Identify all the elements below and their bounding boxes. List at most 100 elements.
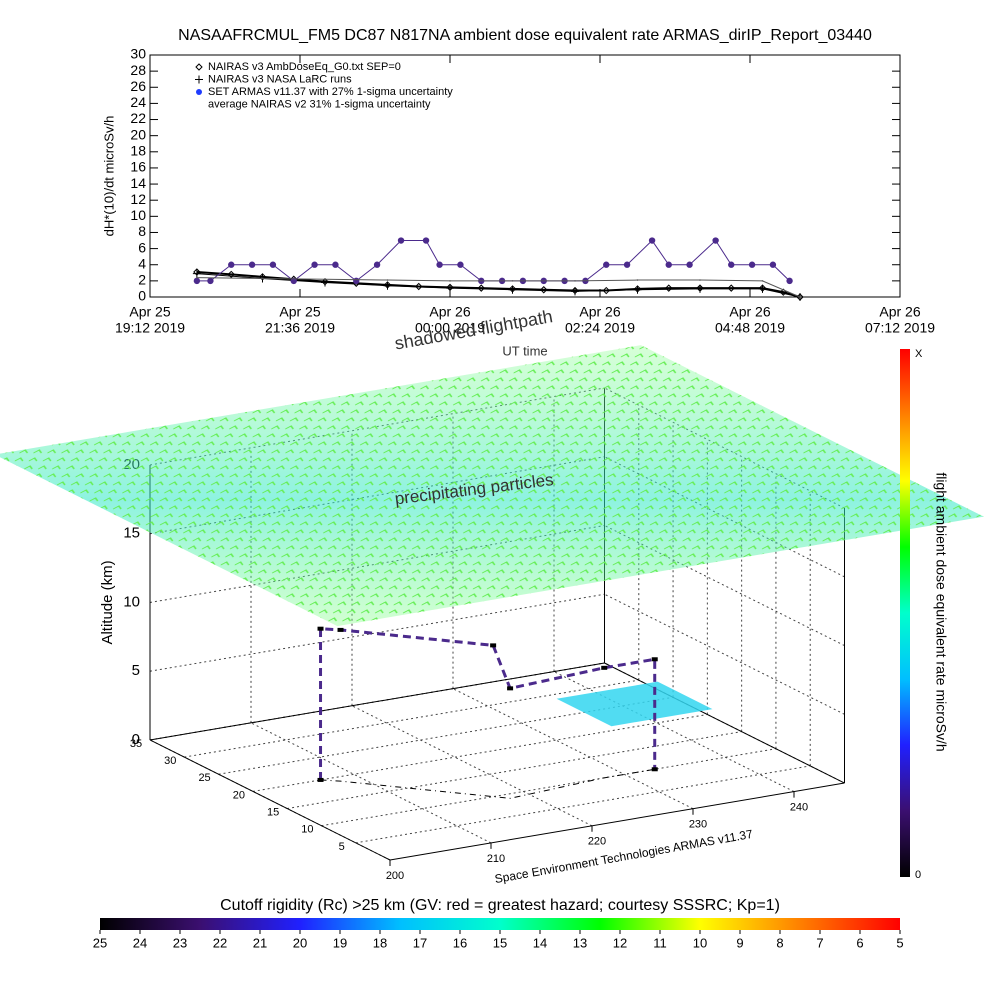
data-point bbox=[665, 261, 672, 268]
colorbar bbox=[100, 918, 900, 930]
colorbar-tick-label: 21 bbox=[253, 935, 267, 950]
x-tick-label: Apr 26 bbox=[579, 304, 620, 320]
data-point bbox=[446, 283, 454, 292]
data-point bbox=[648, 237, 656, 244]
x-tick-label: 220 bbox=[588, 836, 606, 848]
colorbar-label: flight ambient dose equivalent rate micr… bbox=[933, 472, 949, 751]
colorbar-tick-label: 6 bbox=[856, 935, 863, 950]
data-point bbox=[761, 280, 764, 282]
data-point bbox=[386, 279, 389, 281]
colorbar-tick-label: 25 bbox=[93, 935, 107, 950]
data-point bbox=[508, 285, 517, 293]
y-tick-label: 30 bbox=[130, 46, 146, 62]
x-tick-label: 210 bbox=[487, 853, 505, 865]
flightpath bbox=[319, 627, 657, 780]
data-point bbox=[786, 277, 793, 285]
data-point bbox=[446, 284, 454, 293]
data-point bbox=[636, 279, 639, 281]
data-point bbox=[422, 237, 430, 244]
data-point bbox=[696, 284, 704, 293]
colorbar-tick-label: 13 bbox=[573, 935, 587, 950]
x-axis-label: UT time bbox=[502, 343, 547, 358]
flightpath-point bbox=[601, 665, 608, 670]
y-tick-label: 16 bbox=[130, 159, 146, 175]
y-tick-label: 8 bbox=[138, 223, 146, 239]
colorbar-tick-label: 7 bbox=[816, 935, 823, 950]
x-tick-label: 19:12 2019 bbox=[115, 320, 185, 336]
y-tick-label: 12 bbox=[130, 191, 146, 207]
data-point bbox=[324, 278, 326, 281]
x-tick-label: 07:12 2019 bbox=[865, 320, 935, 336]
colorbar-tick-label: 18 bbox=[373, 935, 387, 950]
data-point bbox=[633, 285, 642, 293]
z-tick-label: 5 bbox=[132, 662, 140, 679]
x-tick-label: 230 bbox=[689, 819, 707, 831]
data-point bbox=[727, 284, 735, 292]
data-point bbox=[477, 284, 485, 292]
y-tick-label: 6 bbox=[138, 239, 146, 255]
data-point bbox=[332, 261, 339, 268]
y-tick-label: 35 bbox=[130, 738, 142, 750]
colorbar-tick-label: 10 bbox=[693, 935, 707, 950]
data-point bbox=[196, 276, 198, 279]
x-tick-label: 02:24 2019 bbox=[565, 320, 635, 336]
colorbar-tick-label: 0 bbox=[915, 869, 921, 881]
legend-marker bbox=[196, 89, 202, 95]
y-tick-label: 15 bbox=[267, 806, 279, 818]
axis-line bbox=[149, 662, 605, 741]
y-axis-label: dH*(10)/dt microSv/h bbox=[101, 116, 116, 237]
colorbar-tick-label: 15 bbox=[493, 935, 507, 950]
y-tick-label: 14 bbox=[130, 175, 146, 191]
y-tick-label: 4 bbox=[138, 255, 146, 271]
chart-title: NASAAFRCMUL_FM5 DC87 N817NA ambient dose… bbox=[178, 27, 872, 44]
data-point bbox=[269, 261, 277, 268]
colorbar-tick-label: 22 bbox=[213, 935, 227, 950]
legend-label: SET ARMAS v11.37 with 27% 1-sigma uncert… bbox=[208, 86, 453, 98]
y-tick-label: 20 bbox=[130, 126, 146, 142]
legend-label: NAIRAS v3 NASA LaRC runs bbox=[208, 73, 352, 85]
data-point bbox=[769, 261, 777, 268]
data-point bbox=[397, 237, 405, 244]
colorbar-tick-label: 20 bbox=[293, 935, 307, 950]
legend-marker bbox=[195, 63, 203, 71]
colorbar-tick-label: 5 bbox=[896, 935, 903, 950]
x-tick-label: Apr 26 bbox=[729, 304, 770, 320]
legend-marker bbox=[195, 75, 203, 84]
y-tick-label: 10 bbox=[301, 824, 313, 836]
grid-line bbox=[355, 765, 811, 844]
data-point bbox=[353, 277, 360, 285]
x-tick-label: 04:48 2019 bbox=[715, 320, 785, 336]
data-point bbox=[571, 287, 579, 296]
colorbar-tick-label: 24 bbox=[133, 935, 147, 950]
data-point bbox=[696, 284, 704, 292]
data-point bbox=[311, 261, 318, 268]
axis-line bbox=[389, 782, 845, 861]
precipitation-patch bbox=[556, 681, 713, 727]
plot-frame bbox=[149, 54, 901, 298]
data-point bbox=[373, 261, 381, 268]
y-tick-label: 28 bbox=[130, 62, 146, 78]
colorbar-tick-label: 12 bbox=[613, 935, 627, 950]
data-point bbox=[748, 261, 756, 268]
colorbar-tick-label: X bbox=[915, 348, 923, 360]
x-tick-label: 00:00 2019 bbox=[415, 320, 485, 336]
data-point bbox=[799, 296, 801, 298]
dose-layer-pattern bbox=[0, 345, 984, 627]
z-axis-label: Altitude (km) bbox=[99, 560, 116, 644]
y-tick-label: 22 bbox=[130, 110, 146, 126]
flightpath-point bbox=[317, 626, 324, 631]
axis-line bbox=[149, 739, 391, 861]
z-tick-label: 15 bbox=[123, 525, 140, 542]
colorbar-tick-label: 23 bbox=[173, 935, 187, 950]
grid-line bbox=[321, 748, 777, 827]
flightpath-point bbox=[317, 777, 324, 782]
grid-line bbox=[184, 679, 639, 758]
data-point bbox=[457, 261, 464, 268]
data-point bbox=[699, 279, 701, 281]
colorbar-title: Cutoff rigidity (Rc) >25 km (GV: red = g… bbox=[220, 897, 780, 914]
legend-label: NAIRAS v3 AmbDoseEq_G0.txt SEP=0 bbox=[208, 61, 401, 73]
data-point bbox=[779, 288, 788, 296]
y-tick-label: 2 bbox=[138, 272, 146, 288]
data-point bbox=[261, 277, 264, 280]
y-tick-label: 0 bbox=[138, 288, 146, 304]
